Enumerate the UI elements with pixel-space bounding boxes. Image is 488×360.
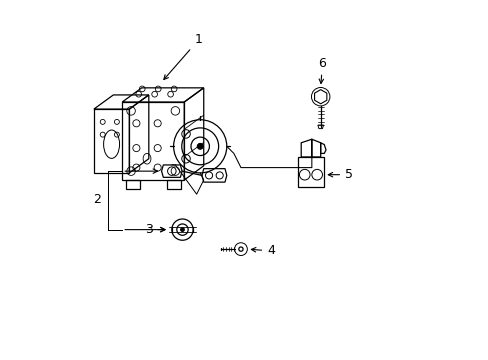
Text: 1: 1 <box>163 33 202 80</box>
Text: 3: 3 <box>144 223 164 236</box>
Text: 2: 2 <box>93 193 101 206</box>
Text: 6: 6 <box>318 57 326 84</box>
Circle shape <box>181 228 184 231</box>
Text: 4: 4 <box>251 244 274 257</box>
Text: 5: 5 <box>327 168 352 181</box>
Circle shape <box>197 144 203 149</box>
